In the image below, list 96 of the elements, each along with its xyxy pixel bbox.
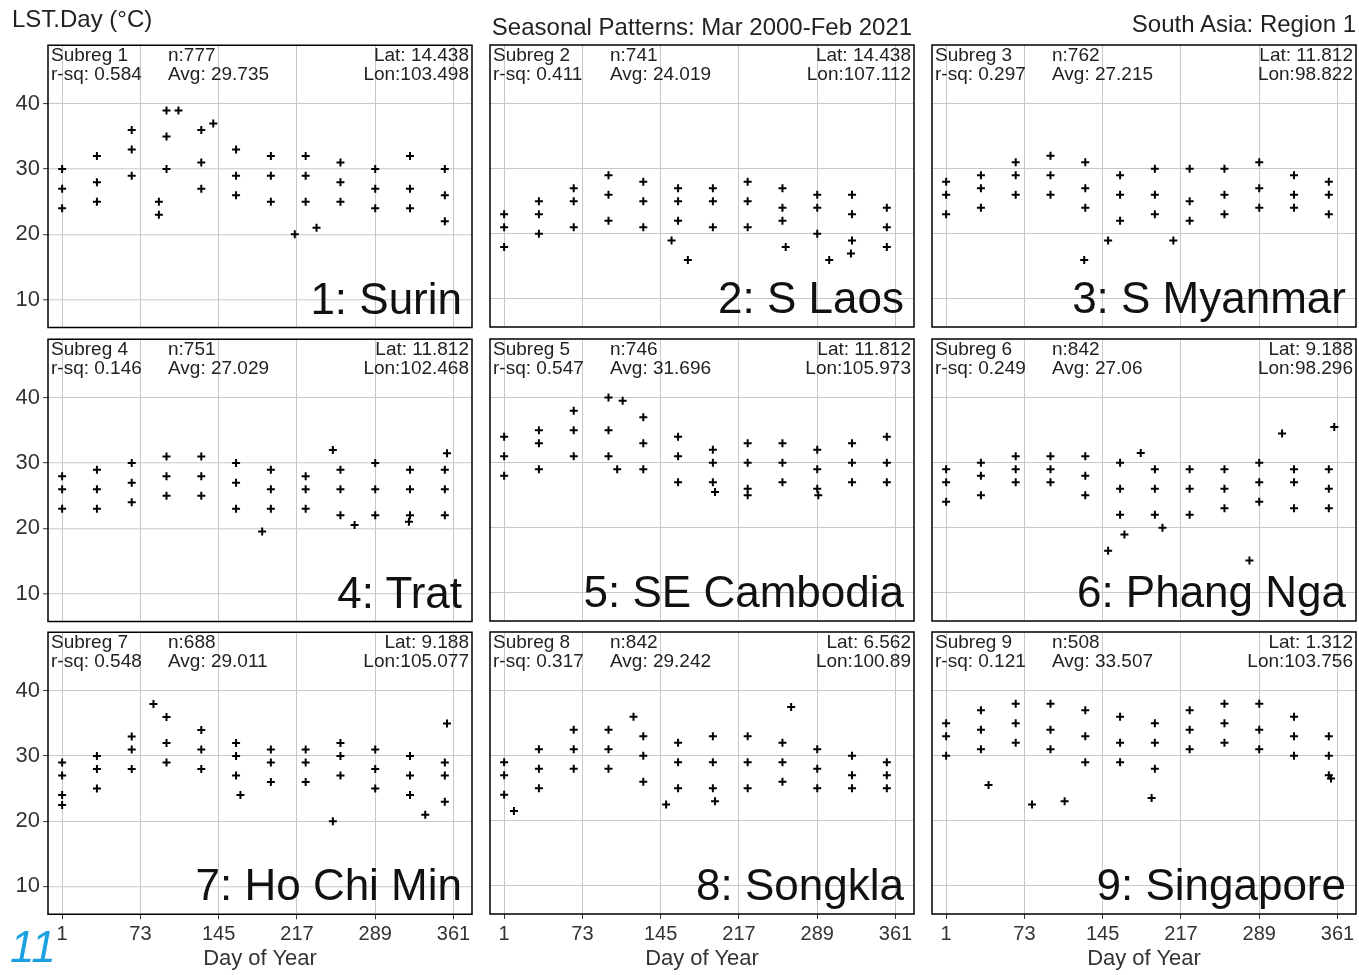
y-tick-label: 30 <box>15 741 40 767</box>
x-axis-title: Day of Year <box>645 944 759 970</box>
y-tick-label: 30 <box>15 154 40 180</box>
chart-subtitle: South Asia: Region 1 <box>1131 10 1356 38</box>
annotation: n:741 <box>610 43 658 65</box>
annotation: Avg: 24.019 <box>610 62 712 84</box>
x-tick-label: 217 <box>722 921 756 944</box>
annotation: Subreg 4 <box>51 337 129 359</box>
y-tick-label: 20 <box>15 220 40 246</box>
annotation: Avg: 29.242 <box>610 649 712 671</box>
point <box>265 744 276 755</box>
x-tick-label: 145 <box>644 921 678 944</box>
annotation: Lat: 11.812 <box>1259 43 1353 65</box>
y-tick-label: 10 <box>15 285 40 311</box>
annotation: Lon:107.112 <box>806 62 911 84</box>
annotation: 4: Trat <box>337 567 462 617</box>
annotation: Lon:100.89 <box>815 649 911 671</box>
annotation: Lat: 6.562 <box>826 630 911 652</box>
x-tick-label: 73 <box>571 921 594 944</box>
annotation: Lon:103.498 <box>363 62 469 84</box>
annotation: 6: Phang Nga <box>1076 567 1347 617</box>
x-tick-label: 145 <box>1086 921 1120 944</box>
annotation: Subreg 9 <box>935 630 1013 652</box>
x-tick-label: 73 <box>129 921 152 944</box>
y-tick-label: 20 <box>15 514 40 540</box>
annotation: Avg: 33.507 <box>1052 649 1154 671</box>
y-tick-label: 40 <box>15 676 40 702</box>
y-tick-label: 20 <box>15 807 40 833</box>
annotation: Avg: 29.735 <box>168 62 270 84</box>
annotation: 1: Surin <box>310 273 462 323</box>
annotation: Subreg 5 <box>493 337 571 359</box>
annotation: n:762 <box>1052 43 1100 65</box>
annotation: Lat: 11.812 <box>817 337 911 359</box>
x-tick-label: 217 <box>1164 921 1198 944</box>
annotation: n:751 <box>168 337 216 359</box>
x-tick-label: 361 <box>1320 921 1355 944</box>
annotation: Lon:105.973 <box>805 356 911 378</box>
annotation: Lat: 14.438 <box>815 43 911 65</box>
y-axis-title: LST.Day (°C) <box>12 5 153 33</box>
annotation: Lat: 9.188 <box>384 630 469 652</box>
annotation: Lat: 1.312 <box>1268 630 1353 652</box>
annotation: 3: S Myanmar <box>1072 273 1346 323</box>
annotation: n:746 <box>610 337 658 359</box>
annotation: 5: SE Cambodia <box>583 567 905 617</box>
annotation: Subreg 2 <box>493 43 571 65</box>
x-tick-label: 361 <box>878 921 913 944</box>
annotation: Avg: 27.215 <box>1052 62 1154 84</box>
annotation: Subreg 6 <box>935 337 1013 359</box>
x-tick-label: 289 <box>800 921 834 944</box>
x-axis-title: Day of Year <box>203 945 317 971</box>
annotation: Subreg 8 <box>493 630 571 652</box>
x-tick-label: 289 <box>358 921 392 944</box>
annotation: Lon:98.296 <box>1257 356 1353 378</box>
point <box>370 744 381 755</box>
annotation: Subreg 3 <box>935 43 1013 65</box>
annotation: Lat: 9.188 <box>1268 337 1353 359</box>
annotation: n:688 <box>168 630 216 652</box>
y-tick-label: 30 <box>15 448 40 474</box>
annotation: Lat: 11.812 <box>375 337 469 359</box>
y-tick-label: 10 <box>15 579 40 605</box>
x-tick-label: 1 <box>498 921 510 944</box>
y-tick-label: 40 <box>15 89 40 115</box>
annotation: Avg: 29.011 <box>168 649 268 671</box>
x-tick-label: 145 <box>202 921 236 944</box>
annotation: Avg: 27.06 <box>1052 356 1143 378</box>
y-tick-label: 40 <box>15 383 40 409</box>
annotation: Lon:98.822 <box>1257 62 1353 84</box>
annotation: Avg: 31.696 <box>610 356 712 378</box>
annotation: Subreg 1 <box>51 43 129 65</box>
point <box>196 744 207 755</box>
annotation: Lon:102.468 <box>363 356 469 378</box>
annotation: 2: S Laos <box>718 273 904 323</box>
x-tick-label: 217 <box>280 921 314 944</box>
x-tick-label: 1 <box>56 921 68 944</box>
x-tick-label: 361 <box>436 921 471 944</box>
point <box>300 744 311 755</box>
x-tick-label: 1 <box>940 921 952 944</box>
annotation: n:842 <box>610 630 658 652</box>
point <box>126 744 137 755</box>
chart-title: Seasonal Patterns: Mar 2000-Feb 2021 <box>490 13 914 41</box>
annotation: Lat: 14.438 <box>373 43 469 65</box>
annotation: 9: Singapore <box>1096 860 1346 910</box>
x-tick-label: 289 <box>1242 921 1276 944</box>
annotation: Lon:105.077 <box>363 649 469 671</box>
annotation: Avg: 27.029 <box>168 356 270 378</box>
annotation: n:777 <box>168 43 216 65</box>
text: 11 <box>10 922 56 972</box>
annotation: Subreg 7 <box>51 630 129 652</box>
annotation: 7: Ho Chi Min <box>195 860 462 910</box>
annotation: 8: Songkla <box>696 860 905 910</box>
x-axis-title: Day of Year <box>1087 944 1201 970</box>
annotation: n:508 <box>1052 630 1100 652</box>
annotation: n:842 <box>1052 337 1100 359</box>
annotation: Lon:103.756 <box>1247 649 1353 671</box>
x-tick-label: 73 <box>1013 921 1036 944</box>
y-tick-label: 10 <box>15 872 40 898</box>
